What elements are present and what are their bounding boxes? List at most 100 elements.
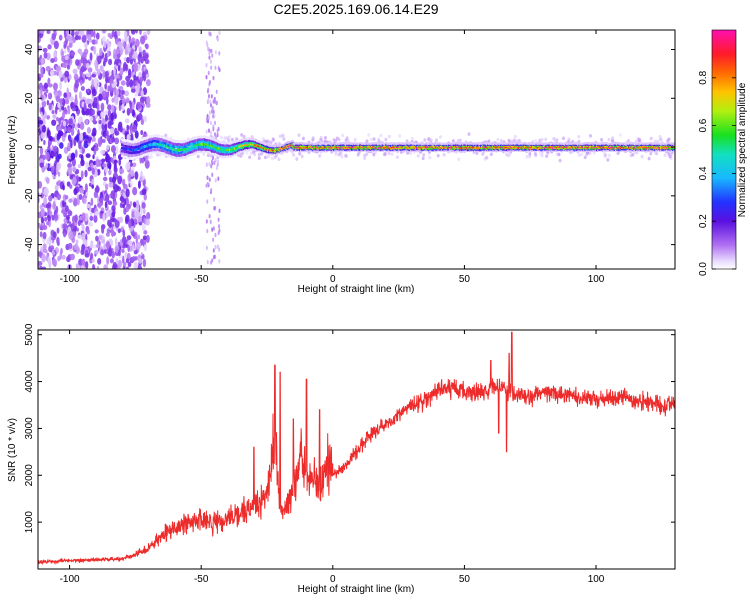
spectrogram-noise-cell [64, 98, 70, 105]
spectrogram-noise-cell [55, 205, 59, 214]
spectrogram-noise-cell [104, 183, 109, 191]
spectrogram-noise-cell [83, 102, 87, 112]
spectrogram-noise-cell [78, 30, 83, 37]
spectrogram-noise-cell [62, 223, 68, 230]
spectrogram-noise-cell [208, 128, 211, 133]
spectrogram-noise-cell [142, 258, 147, 268]
spectrogram-noise-cell [102, 176, 108, 182]
spectrogram-noise-cell [128, 35, 132, 44]
spectrogram-noise-cell [125, 257, 130, 264]
spectrogram-noise-cell [54, 105, 58, 115]
spectrogram-noise-cell [40, 217, 45, 224]
spectrogram-noise-cell [117, 64, 121, 72]
spectrogram-noise-cell [137, 234, 141, 240]
spectrogram-noise-cell [65, 30, 69, 34]
spectrogram-noise-cell [45, 203, 51, 209]
spectrogram-noise-cell [102, 163, 107, 168]
spectrogram-halo-cell [249, 151, 253, 156]
spectrogram-noise-cell [144, 58, 150, 65]
spectrogram-noise-cell [43, 51, 48, 59]
spectrogram-halo-cell [540, 153, 544, 158]
spectrogram-noise-cell [57, 129, 62, 139]
spectrogram-halo-cell [618, 133, 622, 137]
spectrogram-noise-cell [64, 107, 67, 113]
spectrogram-noise-cell [101, 90, 107, 98]
spectrogram-noise-cell [72, 166, 77, 172]
spectrogram-noise-cell [135, 76, 139, 81]
spectrogram-noise-cell [212, 75, 215, 81]
spectrogram-noise-cell [210, 103, 213, 108]
spectrogram-noise-cell [104, 156, 110, 162]
spectrogram-noise-cell [70, 51, 76, 57]
spectrogram-halo-cell [580, 152, 584, 157]
spectrogram-noise-cell [58, 34, 63, 41]
spectrogram-halo-cell [250, 135, 254, 139]
spectrogram-noise-cell [210, 65, 213, 70]
spectrogram-halo-cell [372, 137, 376, 141]
spectrogram-halo-cell [436, 153, 440, 158]
spectrogram-noise-cell [108, 176, 113, 182]
spectrogram-noise-cell [213, 206, 216, 211]
spectrogram-halo-cell [588, 151, 592, 155]
spectrogram-noise-cell [93, 146, 99, 152]
spectrogram-noise-cell [53, 40, 59, 50]
spectrogram-noise-cell [208, 177, 211, 182]
spectrogram-noise-cell [138, 46, 142, 53]
spectrogram-noise-cell [47, 77, 51, 85]
spectrogram-noise-cell [80, 159, 85, 167]
spectrogram-noise-cell [206, 175, 209, 180]
spectrogram-noise-cell [111, 176, 117, 184]
spectrogram-halo-cell [278, 134, 282, 139]
spectrogram-noise-cell [125, 75, 131, 82]
spectrogram-noise-cell [110, 104, 115, 113]
spectrogram-noise-cell [206, 199, 209, 204]
spectrogram-noise-cell [95, 186, 100, 192]
spectrogram-noise-cell [122, 63, 126, 72]
spectrogram-noise-cell [66, 87, 69, 96]
spectrogram-noise-cell [110, 228, 115, 238]
spectrogram-noise-cell [104, 70, 109, 78]
spectrogram-noise-cell [55, 95, 61, 103]
spectrogram-noise-cell [73, 188, 78, 196]
spectrogram-halo-cell [387, 134, 391, 139]
spectrogram-noise-cell [106, 144, 110, 151]
spectrogram-noise-cell [130, 30, 136, 35]
spectrogram-noise-cell [68, 118, 74, 125]
spectrogram-noise-cell [128, 219, 132, 229]
spectrogram-noise-cell [211, 105, 214, 111]
spectrogram-noise-cell [114, 127, 118, 135]
spectrogram-noise-cell [212, 226, 215, 231]
spectrogram-noise-cell [85, 249, 89, 255]
spectrogram-noise-cell [73, 197, 78, 205]
spectrogram-noise-cell [53, 168, 56, 177]
spectrogram-noise-cell [218, 51, 221, 56]
spectrogram-halo-cell [248, 155, 252, 160]
spectrogram-noise-cell [110, 128, 115, 134]
spectrogram-noise-cell [146, 96, 151, 106]
spectrogram-noise-cell [38, 180, 43, 189]
spectrogram-noise-cell [93, 244, 97, 249]
spectrogram-noise-cell [105, 193, 110, 203]
spectrogram-halo-cell [408, 151, 412, 155]
spectrogram-noise-cell [91, 88, 97, 97]
spectrogram-noise-cell [99, 212, 103, 219]
spectrogram-noise-cell [121, 89, 125, 95]
spectrogram-noise-cell [146, 30, 151, 35]
spectrogram-noise-cell [208, 93, 211, 99]
spectrogram-noise-cell [61, 111, 66, 120]
spectrogram-halo-cell [517, 138, 521, 143]
spectrogram-halo-cell [365, 139, 369, 143]
spectrogram-noise-cell [212, 248, 215, 253]
spectrogram-noise-cell [123, 207, 127, 215]
spectrogram-noise-cell [79, 75, 84, 83]
spectrogram-noise-cell [74, 149, 78, 158]
spectrogram-noise-cell [214, 120, 217, 126]
spectrogram-noise-cell [90, 207, 94, 213]
spectrogram-noise-cell [63, 92, 68, 99]
spectrogram-noise-cell [207, 46, 210, 52]
spectrogram-noise-cell [38, 119, 44, 125]
spectrogram-halo-cell [442, 152, 446, 157]
spectrogram-noise-cell [40, 94, 44, 101]
spectrogram-noise-cell [80, 85, 85, 91]
spectrogram-noise-cell [139, 76, 143, 83]
